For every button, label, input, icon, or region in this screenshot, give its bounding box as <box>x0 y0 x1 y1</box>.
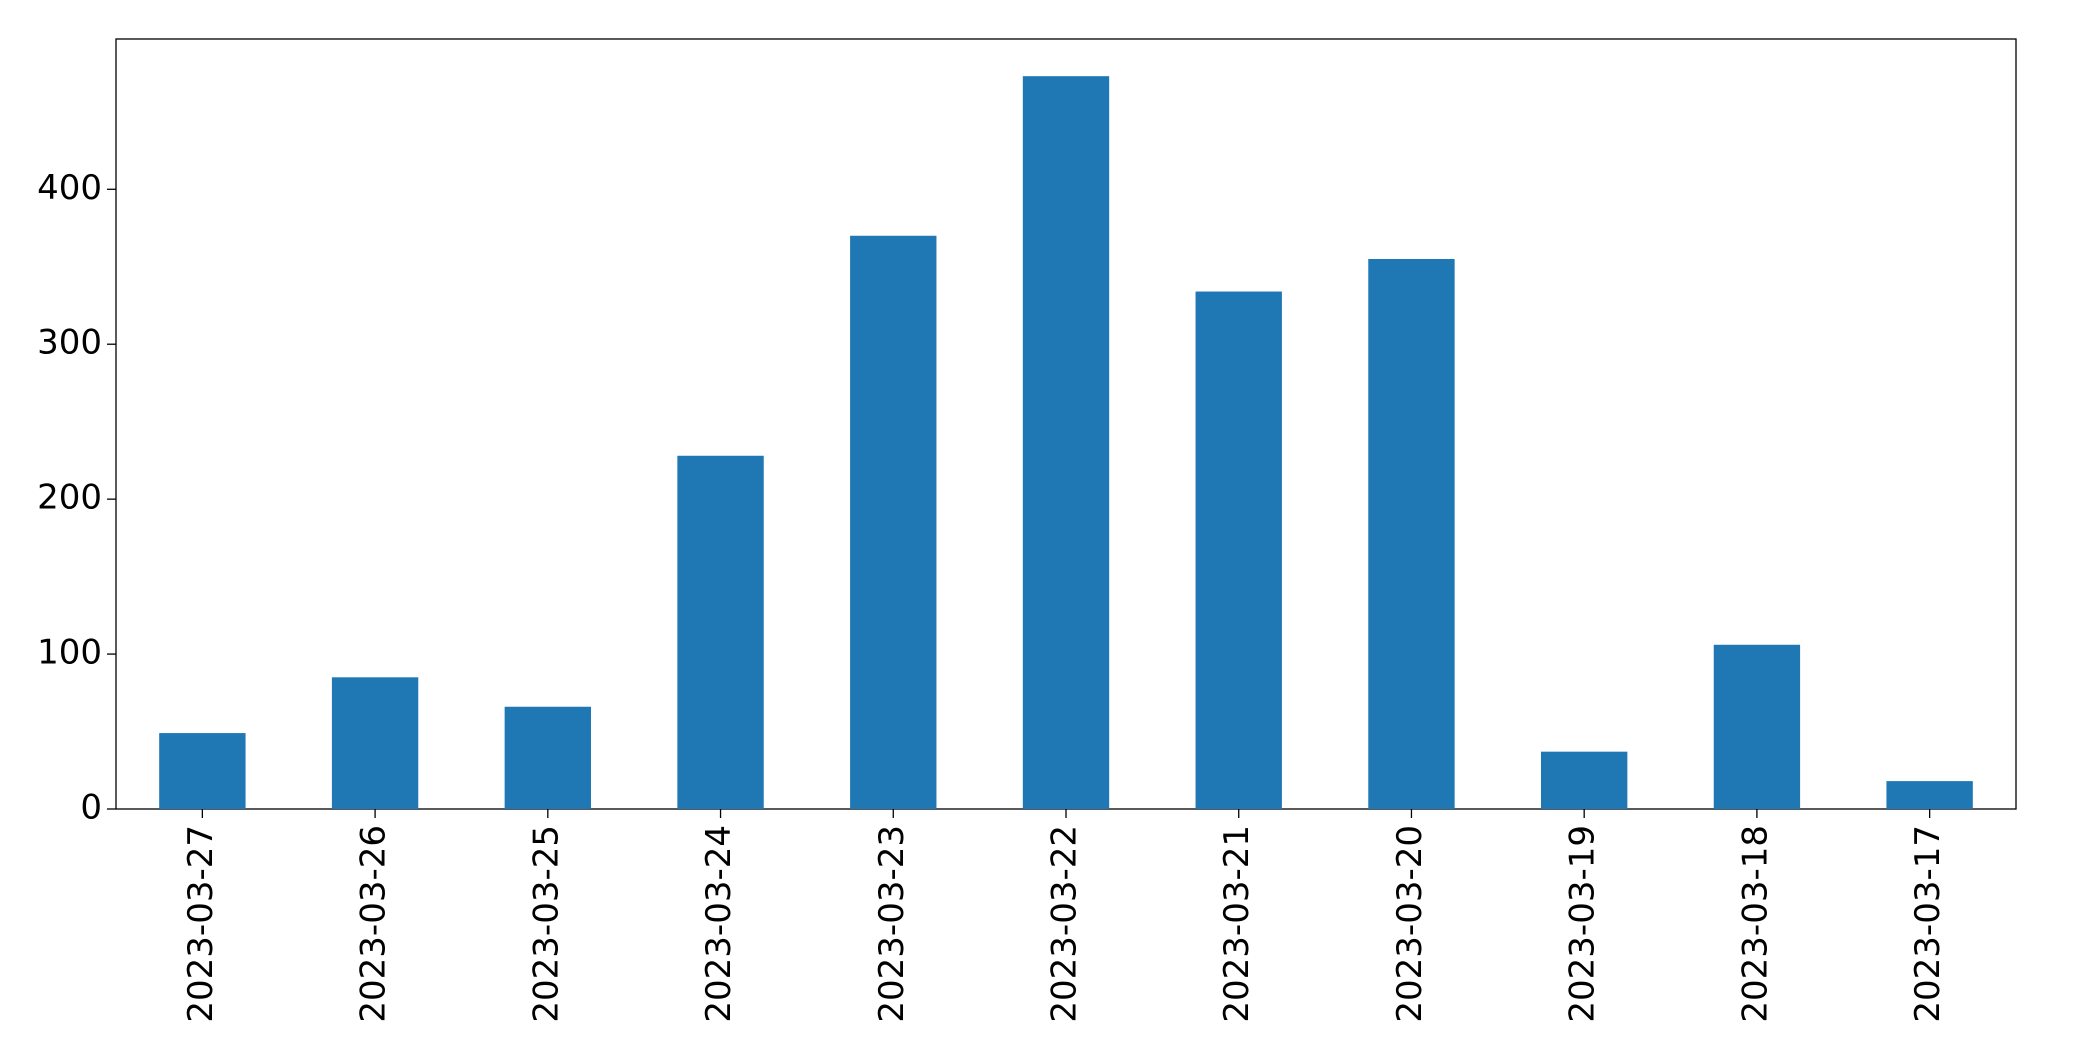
x-tick-label: 2023-03-24 <box>699 825 739 1023</box>
bar <box>331 677 419 809</box>
x-tick-label: 2023-03-23 <box>872 825 912 1023</box>
bar <box>1713 644 1801 809</box>
bar <box>159 733 246 809</box>
x-tick-label: 2023-03-19 <box>1563 825 1603 1023</box>
x-tick-label: 2023-03-25 <box>526 825 566 1023</box>
bar <box>850 235 937 809</box>
bar <box>1541 751 1628 809</box>
bar <box>504 706 591 809</box>
x-tick-label: 2023-03-22 <box>1045 825 1085 1023</box>
x-tick-label: 2023-03-21 <box>1217 825 1257 1023</box>
bar <box>1195 291 1282 809</box>
x-tick-label: 2023-03-26 <box>354 825 394 1023</box>
y-tick-label: 300 <box>37 323 102 363</box>
y-tick-label: 0 <box>80 788 102 828</box>
bar <box>677 455 764 809</box>
x-tick-label: 2023-03-18 <box>1735 825 1775 1023</box>
y-tick-label: 100 <box>37 633 102 673</box>
bar <box>1022 76 1110 809</box>
x-tick-label: 2023-03-20 <box>1390 825 1430 1023</box>
bar <box>1886 781 1973 809</box>
x-tick-label: 2023-03-17 <box>1908 825 1948 1023</box>
x-tick-label: 2023-03-27 <box>181 825 221 1023</box>
y-tick-label: 200 <box>37 478 102 518</box>
bar <box>1368 259 1455 809</box>
y-tick-label: 400 <box>37 168 102 208</box>
